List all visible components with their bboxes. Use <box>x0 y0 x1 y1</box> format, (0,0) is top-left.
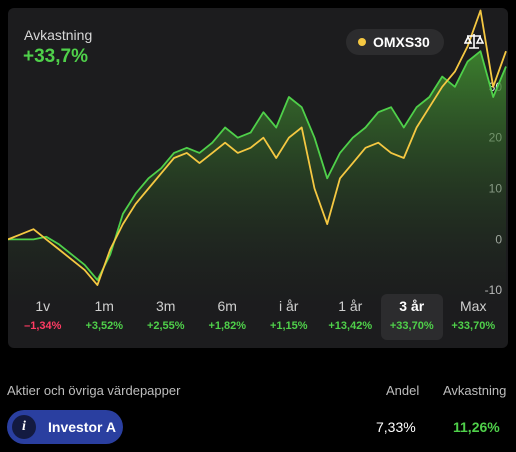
series-line <box>8 9 507 286</box>
chart: -100102030 <box>8 9 507 308</box>
legend-dot <box>358 38 366 46</box>
period-change: +3,52% <box>85 320 124 332</box>
period-tab[interactable]: 1m +3,52% <box>74 294 136 340</box>
return-cell: 11,26% <box>453 419 500 435</box>
table-header: Andel <box>386 383 420 398</box>
period-change: –1,34% <box>24 320 62 332</box>
return-value: +33,7% <box>23 46 88 67</box>
period-tab[interactable]: 1v –1,34% <box>12 294 74 340</box>
period-tab[interactable]: Max +33,70% <box>443 294 505 340</box>
period-label: 3 år <box>399 298 425 314</box>
title: Avkastning <box>24 27 93 43</box>
chart-card: -100102030 Avkastning +33,7% OMXS30 1v –1… <box>8 8 508 348</box>
series-line <box>8 50 507 281</box>
holding-button[interactable]: i Investor A <box>7 410 123 444</box>
period-label: 6m <box>217 298 237 314</box>
table-header: Aktier och övriga värdepapper <box>7 383 181 398</box>
period-label: 3m <box>156 298 176 314</box>
period-change: +33,70% <box>389 320 434 332</box>
period-change: +1,82% <box>208 320 247 332</box>
share-cell: 7,33% <box>376 419 416 435</box>
info-icon: i <box>12 415 36 439</box>
period-label: i år <box>279 298 299 314</box>
period-change: +33,70% <box>451 320 496 332</box>
period-label: 1v <box>35 298 51 314</box>
area <box>8 51 506 308</box>
period-label: Max <box>460 298 487 314</box>
legend[interactable]: OMXS30 <box>346 29 444 55</box>
table-header: Avkastning <box>443 383 507 398</box>
period-tab[interactable]: 1 år +13,42% <box>320 294 382 340</box>
period-tabs: 1v –1,34% 1m +3,52% 3m +2,55% 6m +1,82% i år +1,1… <box>12 294 504 340</box>
period-label: 1 år <box>338 298 363 314</box>
period-tab[interactable]: i år +1,15% <box>258 294 320 340</box>
period-change: +1,15% <box>269 320 308 332</box>
period-change: +13,42% <box>328 320 373 332</box>
period-tab[interactable]: 3 år +33,70% <box>381 294 443 340</box>
period-tab[interactable]: 3m +2,55% <box>135 294 197 340</box>
legend-label: OMXS30 <box>373 34 430 50</box>
period-change: +2,55% <box>146 320 185 332</box>
period-label: 1m <box>94 298 114 314</box>
compare-icon[interactable] <box>464 32 484 50</box>
period-tab[interactable]: 6m +1,82% <box>197 294 259 340</box>
holding-name: Investor A <box>48 419 116 435</box>
